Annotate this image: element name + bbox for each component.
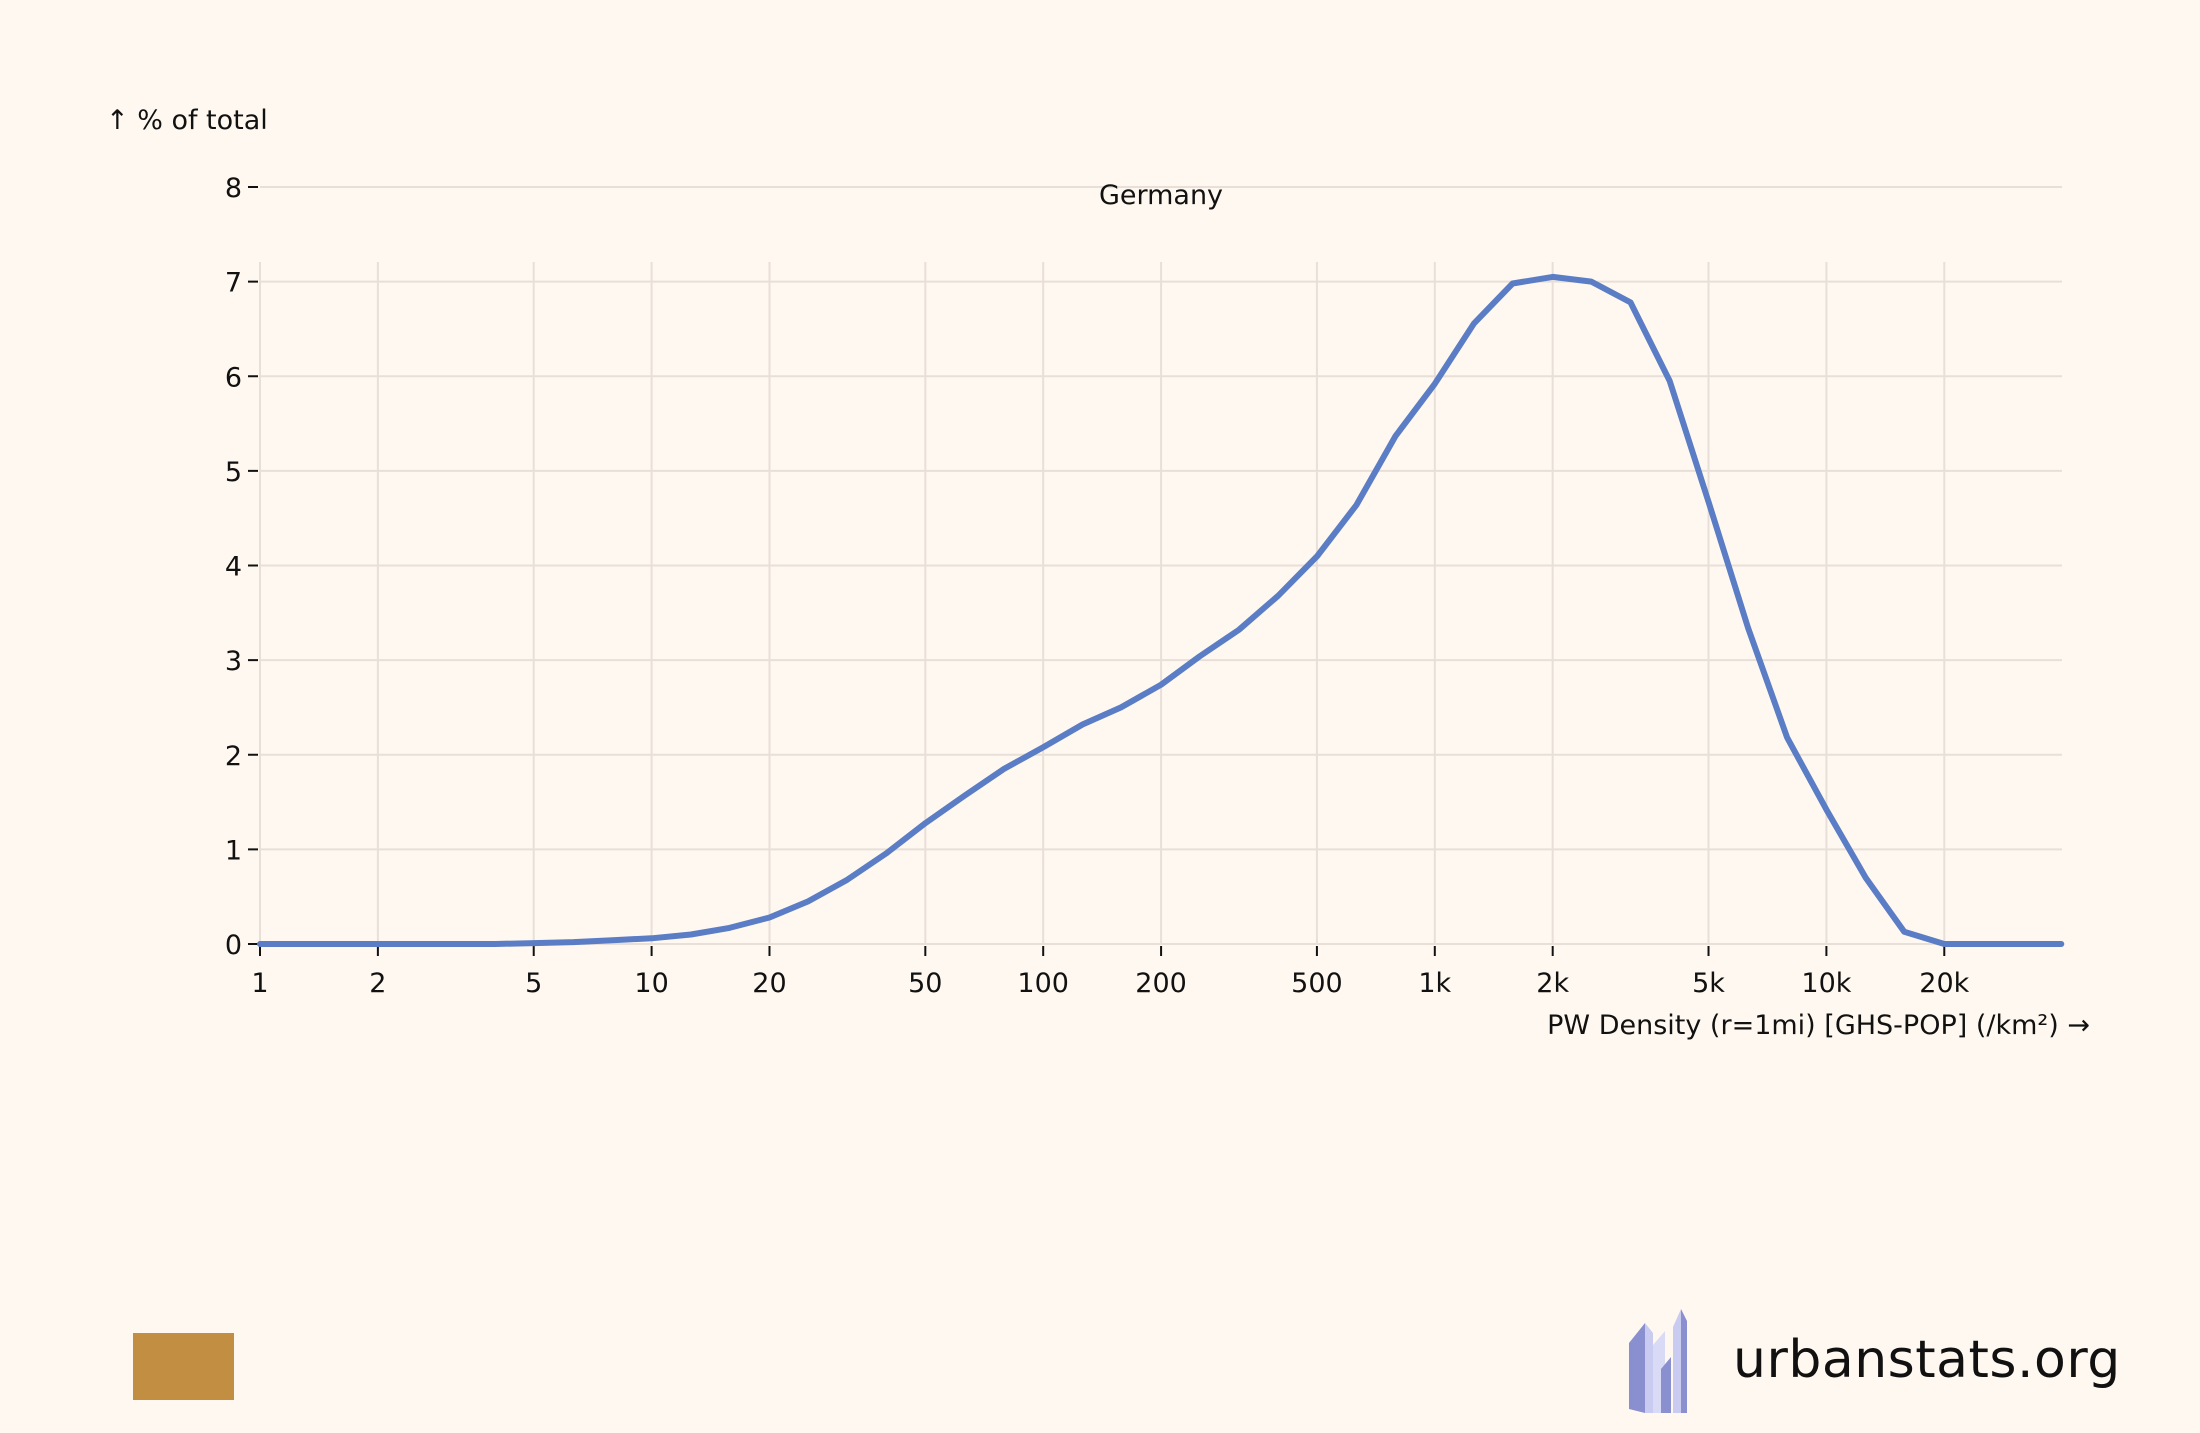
x-tick-label: 5 xyxy=(525,968,542,999)
x-axis-label: PW Density (r=1mi) [GHS-POP] (/km²) → xyxy=(1547,1010,2090,1041)
city-buildings-icon xyxy=(1629,1309,1687,1413)
chart-title: Germany xyxy=(1099,180,1223,211)
x-tick-label: 2 xyxy=(369,968,386,999)
x-tick-label: 20k xyxy=(1919,968,1969,999)
x-tick-label: 20 xyxy=(752,968,786,999)
x-tick-label: 5k xyxy=(1692,968,1725,999)
x-tick-label: 50 xyxy=(908,968,942,999)
x-tick-label: 10k xyxy=(1801,968,1851,999)
y-tick-label: 7 xyxy=(225,268,242,299)
x-tick-label: 1k xyxy=(1418,968,1451,999)
footer-brand[interactable]: urbanstats.org xyxy=(1625,1305,2121,1415)
x-tick-label: 1 xyxy=(251,968,268,999)
y-tick-label: 8 xyxy=(225,173,242,204)
series-line-germany xyxy=(257,273,2065,947)
y-axis: 0 1 2 3 4 5 6 7 8 xyxy=(225,173,258,961)
y-tick-label: 0 xyxy=(225,930,242,961)
y-tick-label: 5 xyxy=(225,457,242,488)
y-tick-label: 1 xyxy=(225,835,242,866)
legend-swatch xyxy=(133,1333,234,1400)
x-axis: 1 2 5 10 20 50 100 200 500 1k 2k 5k 10k 20k xyxy=(251,946,1970,999)
x-tick-label: 500 xyxy=(1291,968,1343,999)
x-tick-label: 100 xyxy=(1017,968,1069,999)
series-layer xyxy=(257,273,2065,947)
y-axis-label: ↑ % of total xyxy=(106,105,268,136)
y-tick-label: 4 xyxy=(225,552,242,583)
y-tick-label: 3 xyxy=(225,646,242,677)
x-tick-label: 200 xyxy=(1135,968,1187,999)
y-tick-label: 6 xyxy=(225,362,242,393)
grid-lines xyxy=(259,186,2062,945)
x-tick-label: 10 xyxy=(634,968,668,999)
x-tick-label: 2k xyxy=(1536,968,1569,999)
brand-name: urbanstats.org xyxy=(1733,1330,2121,1390)
y-tick-label: 2 xyxy=(225,741,242,772)
